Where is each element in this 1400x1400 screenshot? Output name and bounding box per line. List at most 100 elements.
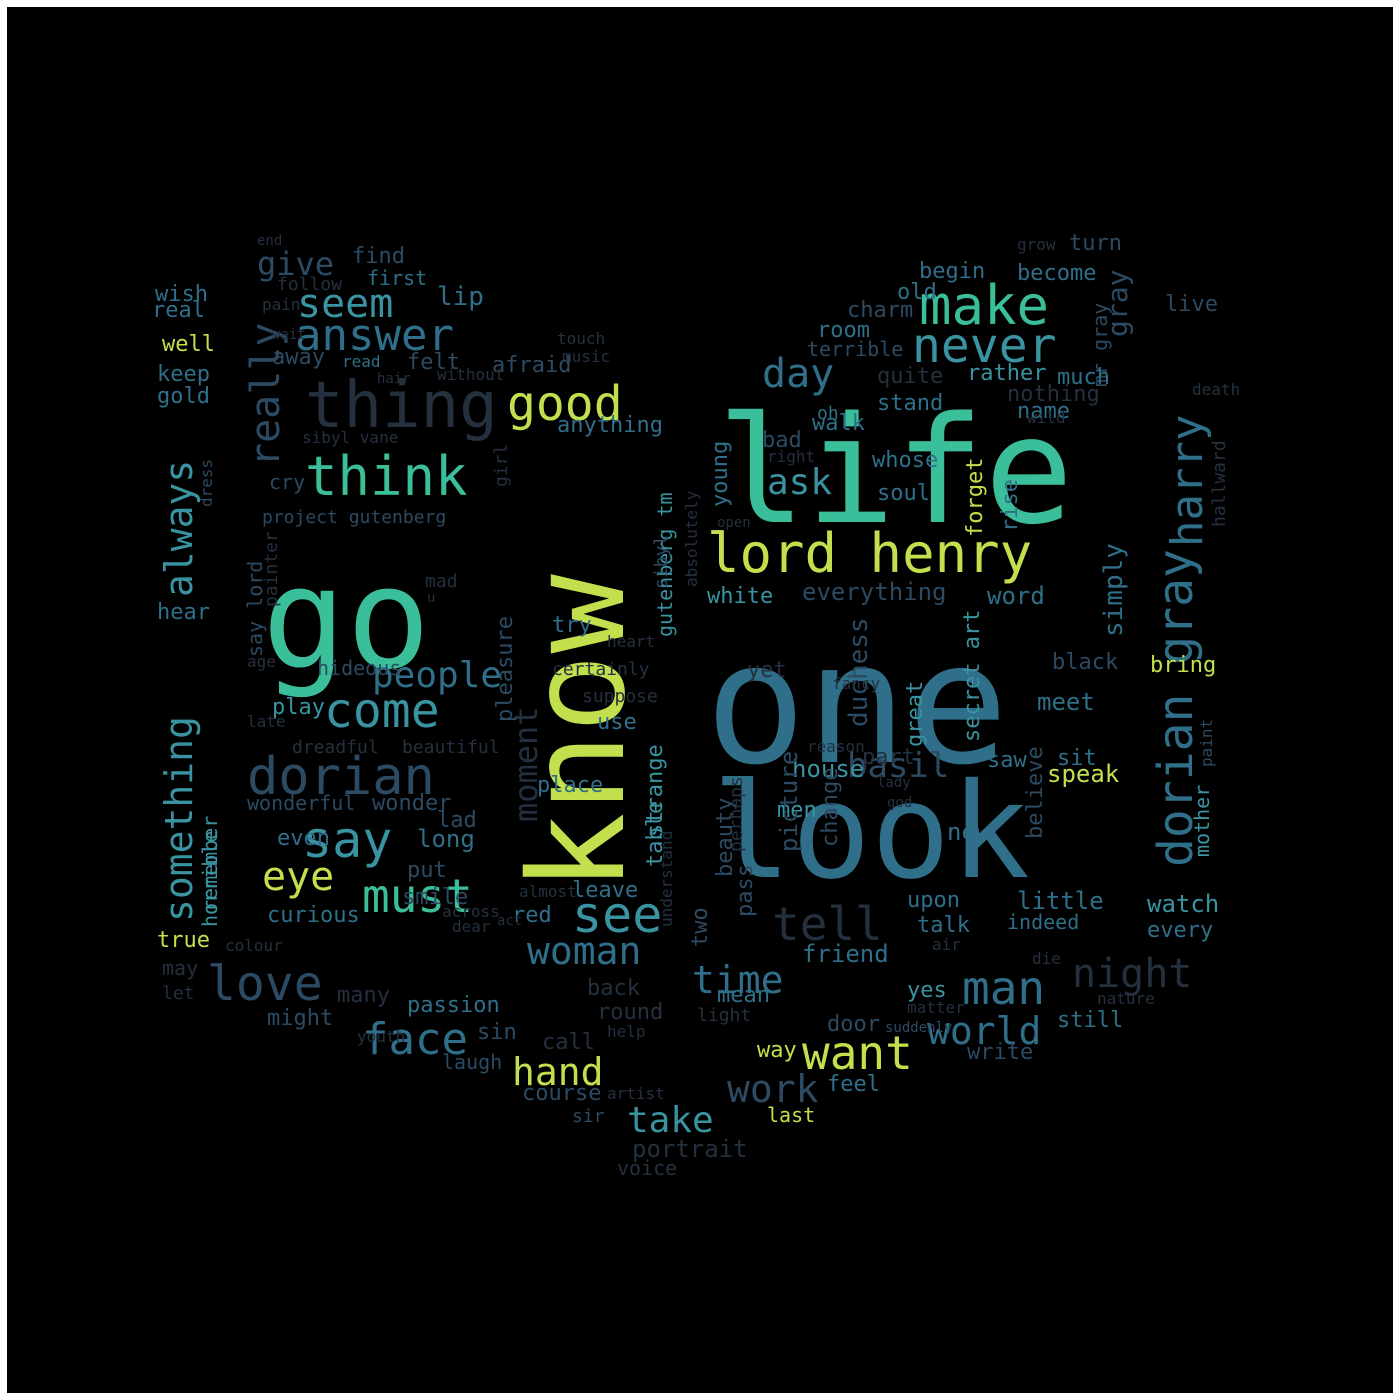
word-tell: tell bbox=[772, 897, 883, 951]
word-harry: harry bbox=[1162, 415, 1213, 547]
word-watch: watch bbox=[1147, 890, 1219, 918]
word-go: go bbox=[262, 538, 431, 701]
word-help: help bbox=[607, 1022, 646, 1041]
word-picture: picture bbox=[775, 751, 803, 852]
word-dorian-gray: dorian gray bbox=[1148, 549, 1204, 867]
word-let: let bbox=[162, 983, 195, 1004]
word-last: last bbox=[767, 1103, 815, 1127]
word-rather: rather bbox=[967, 361, 1046, 386]
word-good: good bbox=[507, 376, 623, 432]
word-time: time bbox=[692, 958, 784, 1002]
word-beautiful: beautiful bbox=[402, 737, 500, 758]
word-house: house bbox=[792, 755, 864, 783]
word-matter: matter bbox=[907, 998, 965, 1017]
word-hideous: hideous bbox=[317, 656, 401, 680]
word-nothing: nothing bbox=[1007, 382, 1100, 407]
word-death: death bbox=[1192, 380, 1240, 399]
word-great: great bbox=[903, 681, 928, 747]
word-wonder: wonder bbox=[372, 791, 451, 816]
word-turn: turn bbox=[1069, 231, 1122, 256]
word-absolutely: absolutely bbox=[682, 490, 701, 587]
word-yet: yet bbox=[747, 658, 787, 683]
word-grow: grow bbox=[1017, 235, 1056, 254]
word-music: music bbox=[562, 347, 610, 366]
word-artist: artist bbox=[607, 1084, 665, 1103]
word-every: every bbox=[1147, 918, 1213, 943]
word-understand: understand bbox=[657, 831, 676, 927]
word-felt: felt bbox=[407, 350, 460, 375]
word-without: without bbox=[437, 365, 504, 384]
word-eye: eye bbox=[262, 854, 334, 900]
word-red: red bbox=[512, 903, 552, 928]
word-late: late bbox=[247, 712, 286, 731]
word-soul: soul bbox=[877, 481, 930, 506]
word-air: air bbox=[932, 935, 961, 954]
word-word: word bbox=[987, 582, 1045, 610]
word-always: always bbox=[157, 460, 201, 597]
word-say: say bbox=[302, 811, 392, 869]
word-god: god bbox=[887, 795, 912, 811]
word-course: course bbox=[522, 1081, 601, 1106]
word-wild: wild bbox=[1027, 408, 1066, 427]
word-people: people bbox=[372, 655, 502, 696]
word-project-gutenberg: project gutenberg bbox=[262, 507, 446, 528]
word-answer: answer bbox=[295, 310, 454, 361]
word-take: take bbox=[627, 1100, 714, 1141]
word-cry: cry bbox=[269, 470, 305, 494]
word-across: across bbox=[442, 902, 500, 921]
word-want: want bbox=[802, 1026, 913, 1080]
word-lady: lady bbox=[877, 775, 911, 791]
word-keep: keep bbox=[157, 362, 210, 387]
word-youth: youth bbox=[357, 1027, 405, 1046]
word-white: white bbox=[707, 584, 773, 609]
word-two: two bbox=[688, 907, 713, 947]
word-friend: friend bbox=[802, 940, 889, 968]
word-world: world bbox=[927, 1009, 1041, 1053]
word-mr-gray: mr gray bbox=[1088, 303, 1112, 387]
word-something: something bbox=[157, 716, 201, 922]
word-forget: forget bbox=[963, 458, 988, 537]
word-men: men bbox=[777, 798, 817, 823]
word-little: little bbox=[1017, 887, 1104, 915]
word-everything: everything bbox=[802, 578, 947, 606]
word-love: love bbox=[207, 956, 323, 1012]
word-sibyl: sibyl bbox=[651, 535, 672, 589]
word-look: look bbox=[712, 755, 1030, 909]
word-much: much bbox=[1057, 365, 1110, 390]
word-hand: hand bbox=[512, 1050, 604, 1094]
word-curious: curious bbox=[267, 903, 360, 928]
word-terrible: terrible bbox=[807, 337, 903, 361]
word-suddenly: suddenly bbox=[885, 1020, 952, 1036]
word-call: call bbox=[542, 1030, 595, 1055]
word-smile: smile bbox=[402, 885, 468, 910]
word-young: young bbox=[708, 441, 733, 507]
word-beauty: beauty bbox=[713, 798, 738, 877]
word-dress: dress bbox=[197, 459, 216, 507]
word-make: make bbox=[919, 274, 1049, 337]
word-way: way bbox=[757, 1038, 797, 1063]
word-saw: saw bbox=[987, 748, 1027, 773]
word-gutenberg-tm: gutenberg tm bbox=[653, 493, 677, 638]
word-charm: charm bbox=[847, 298, 913, 323]
word-afraid: afraid bbox=[492, 353, 571, 378]
word-suppose: suppose bbox=[582, 686, 658, 707]
word-wish: wish bbox=[155, 282, 208, 307]
word-really: really bbox=[243, 323, 289, 468]
word-play: play bbox=[272, 695, 325, 720]
word-say-lord: say lord bbox=[243, 561, 267, 657]
word-ask: ask bbox=[767, 462, 832, 503]
word-away: away bbox=[272, 345, 325, 370]
word-think: think bbox=[305, 445, 468, 508]
word-true: true bbox=[157, 928, 210, 953]
word-paint: paint bbox=[1197, 719, 1216, 767]
word-touch: touch bbox=[557, 329, 605, 348]
word-life: life bbox=[717, 385, 1073, 557]
word-even: even bbox=[277, 826, 330, 851]
word-seem: seem bbox=[297, 281, 393, 327]
word-walk: walk bbox=[812, 411, 865, 436]
word-almost: almost bbox=[519, 882, 577, 901]
word-end: end bbox=[257, 233, 282, 249]
word-right: right bbox=[767, 447, 815, 466]
word-dorian: dorian bbox=[247, 747, 435, 807]
